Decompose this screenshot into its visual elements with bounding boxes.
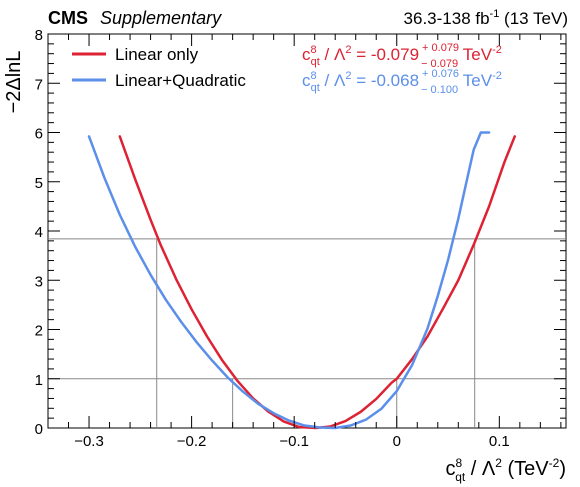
- series-line-linear: [118, 135, 516, 430]
- result-quadratic-c: c: [302, 71, 311, 90]
- result-linear-c-sub: qt: [311, 56, 320, 68]
- series-layer: [87, 131, 516, 430]
- x-tick-label: −0.2: [177, 433, 207, 450]
- result-quadratic-lambda-sup: 2: [345, 70, 351, 82]
- x-tick-label: −0.1: [279, 433, 309, 450]
- y-tick-label: 2: [35, 323, 43, 340]
- result-linear-c: c: [302, 45, 311, 64]
- legend-label-quadratic: Linear+Quadratic: [115, 71, 246, 90]
- result-linear-lambda: / Λ: [320, 45, 346, 64]
- x-label-lambda: / Λ: [465, 458, 496, 480]
- result-quadratic-c-sub: qt: [311, 82, 320, 94]
- series-line-quadratic: [87, 131, 491, 430]
- y-axis-label: −2ΔlnL: [3, 51, 25, 114]
- result-linear: c8 qt / Λ2 = -0.079 + 0.079 − 0.079 TeV-2: [302, 42, 502, 70]
- x-label-c: c: [446, 458, 456, 480]
- result-quadratic-value: = -0.068: [351, 71, 419, 90]
- reference-lines: [48, 238, 566, 428]
- y-tick-label: 5: [35, 175, 43, 192]
- result-quadratic-lambda: / Λ: [320, 71, 346, 90]
- result-linear-err-up: + 0.079: [422, 42, 459, 54]
- luminosity-label: 36.3-138 fb-1 (13 TeV): [404, 8, 568, 28]
- plot-frame: [47, 33, 567, 429]
- y-tick-label: 6: [35, 126, 43, 143]
- x-tick-label: 0: [393, 433, 401, 450]
- y-tick-label: 7: [35, 76, 43, 93]
- result-quadratic-err-down: − 0.100: [421, 84, 458, 96]
- result-linear-unit-sup: -2: [492, 44, 502, 56]
- result-quadratic-unit: TeV: [458, 71, 493, 90]
- y-tick-label: 1: [35, 372, 43, 389]
- result-linear-lambda-sup: 2: [345, 44, 351, 56]
- result-quadratic-err-up: + 0.076: [422, 68, 459, 80]
- y-tick-label: 0: [35, 421, 43, 438]
- x-label-unit-open: (TeV: [502, 458, 549, 480]
- result-quadratic-c-sup: 8: [311, 70, 317, 82]
- x-tick-label: −0.3: [74, 433, 104, 450]
- axis-layer: −0.3 −0.2 −0.1 0 0.1 0 1 2 3 4 5 6 7 8: [35, 27, 566, 450]
- x-axis-label: c8 qt / Λ2 (TeV-2): [446, 456, 566, 484]
- experiment-label: CMS: [48, 8, 88, 28]
- x-tick-label: 0.1: [489, 433, 510, 450]
- legend-label-linear: Linear only: [115, 45, 199, 64]
- lumi-exponent: -1: [490, 8, 500, 20]
- x-label-unit-close: ): [559, 458, 566, 480]
- supplementary-label: Supplementary: [100, 8, 222, 28]
- x-label-c-sub: qt: [455, 470, 466, 484]
- x-label-c-sup: 8: [456, 456, 463, 470]
- y-tick-label: 3: [35, 273, 43, 290]
- y-tick-label: 8: [35, 27, 43, 44]
- result-linear-unit: TeV: [458, 45, 493, 64]
- result-linear-err-down: − 0.079: [421, 58, 458, 70]
- result-quadratic: c8 qt / Λ2 = -0.068 + 0.076 − 0.100 TeV-2: [302, 68, 502, 96]
- x-label-unit-sup: -2: [549, 456, 560, 470]
- result-quadratic-unit-sup: -2: [492, 70, 502, 82]
- x-label-lambda-sup: 2: [495, 456, 502, 470]
- lumi-prefix: 36.3-138 fb: [404, 9, 490, 28]
- result-linear-value: = -0.079: [351, 45, 419, 64]
- y-tick-label: 4: [35, 224, 43, 241]
- lumi-suffix: (13 TeV): [499, 9, 568, 28]
- result-linear-c-sup: 8: [311, 44, 317, 56]
